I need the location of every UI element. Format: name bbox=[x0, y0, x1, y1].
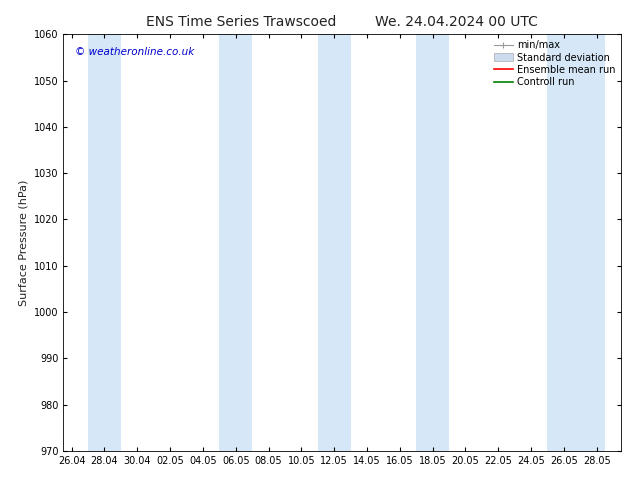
Bar bbox=[416, 34, 449, 451]
Text: We. 24.04.2024 00 UTC: We. 24.04.2024 00 UTC bbox=[375, 15, 538, 29]
Bar bbox=[88, 34, 121, 451]
Bar bbox=[219, 34, 252, 451]
Text: ENS Time Series Trawscoed: ENS Time Series Trawscoed bbox=[146, 15, 336, 29]
Legend: min/max, Standard deviation, Ensemble mean run, Controll run: min/max, Standard deviation, Ensemble me… bbox=[491, 37, 618, 90]
Text: © weatheronline.co.uk: © weatheronline.co.uk bbox=[75, 47, 194, 57]
Bar bbox=[318, 34, 351, 451]
Bar bbox=[548, 34, 605, 451]
Y-axis label: Surface Pressure (hPa): Surface Pressure (hPa) bbox=[18, 179, 29, 306]
